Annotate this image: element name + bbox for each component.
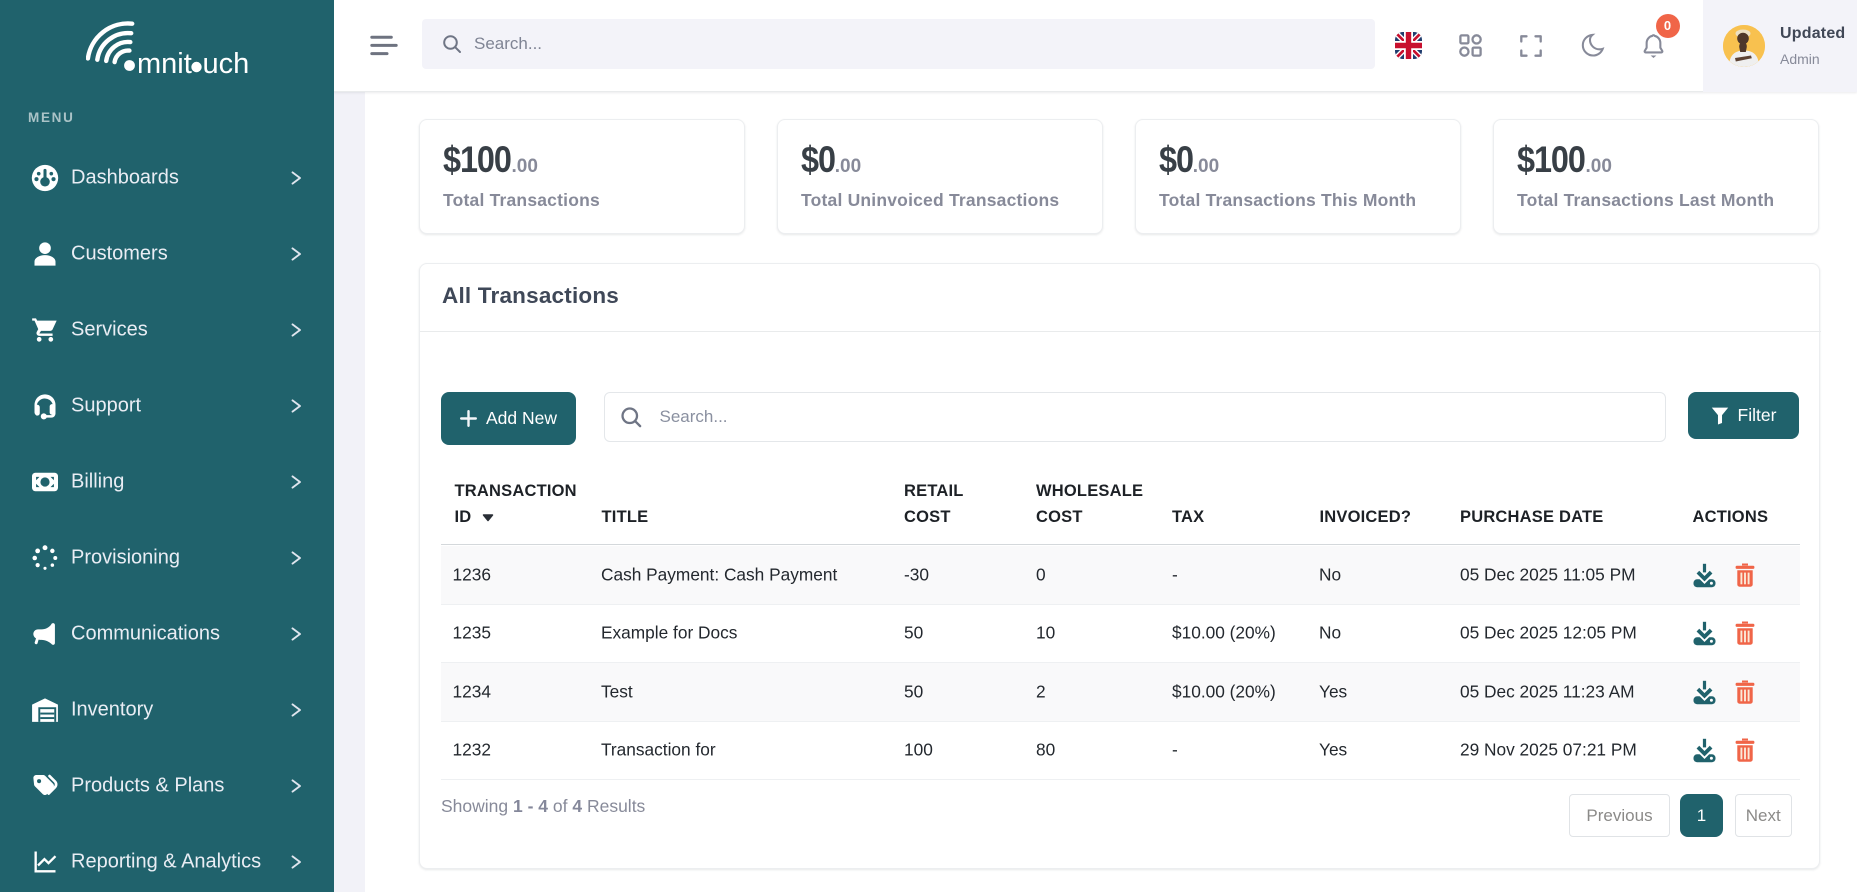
svg-text:mnit: mnit (137, 48, 192, 80)
svg-text:uch: uch (203, 48, 250, 80)
